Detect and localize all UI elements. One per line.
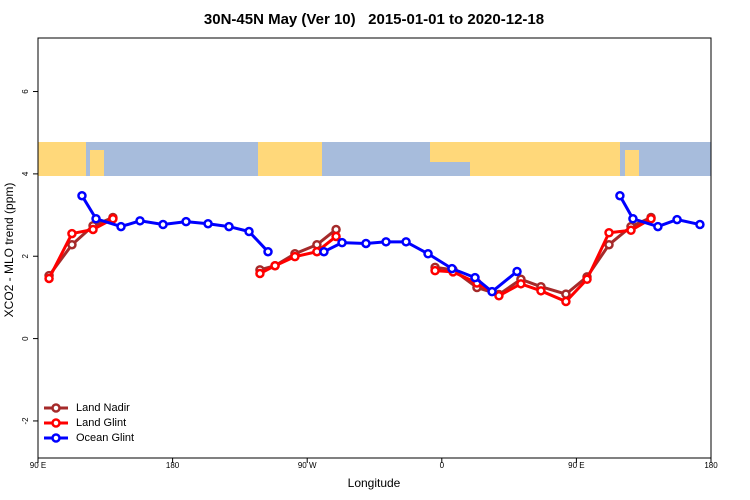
point [582,274,592,285]
point [337,237,347,248]
point [512,266,522,277]
point [470,272,480,283]
x-tick-label: 180 [704,461,718,470]
x-tick-label: 0 [440,461,445,470]
y-tick-label: 4 [21,171,30,176]
point [672,214,682,225]
point [361,238,371,249]
point [604,228,614,238]
land [470,142,620,176]
point [108,214,118,224]
chart-title: 30N-45N May (Ver 10) 2015-01-01 to 2020-… [204,11,544,28]
x-axis-label: Longitude [348,476,401,490]
x-tick-label: 90 E [568,461,584,470]
point [67,239,77,250]
point [67,228,77,239]
point [561,296,571,307]
y-tick-label: -2 [21,417,30,425]
point [626,225,636,236]
point [116,221,126,232]
legend-marker [51,433,61,443]
point [181,216,191,227]
point [244,226,254,237]
point [561,289,571,299]
series-line [47,216,652,297]
point [695,219,705,230]
point [401,237,411,247]
point [653,221,663,232]
point [319,246,329,257]
point [135,216,145,226]
point [430,265,440,276]
point [270,260,280,271]
point [203,218,213,229]
legend-marker [51,418,61,428]
y-tick-label: 2 [21,253,30,258]
map-strip [38,142,711,176]
x-tick-label: 90 W [298,461,317,470]
land [258,142,322,176]
point [255,268,265,279]
land [90,150,104,176]
legend-marker [51,403,61,413]
land [625,150,639,176]
y-tick-label: 6 [21,89,30,94]
point [263,246,273,257]
y-axis-label: XCO2 - MLO trend (ppm) [2,183,16,318]
series-line [47,217,652,304]
legend-label: Land Nadir [76,402,130,414]
point [331,231,341,242]
point [516,279,526,289]
point [423,249,433,259]
y-tick-label: 0 [21,336,30,341]
point [536,286,546,296]
point [646,214,656,224]
point [628,214,638,224]
point [487,286,497,297]
x-tick-label: 90 E [30,461,46,470]
legend-label: Ocean Glint [76,432,134,444]
land [38,142,86,176]
point [224,221,234,232]
point [91,214,101,224]
point [604,239,614,250]
x-tick-label: 180 [166,461,180,470]
point [77,190,87,201]
point [447,263,457,274]
point [615,190,625,201]
land [430,142,470,162]
point [290,251,300,262]
plot-frame [37,37,712,459]
point [494,291,504,301]
point [88,224,98,235]
point [44,273,54,284]
point [381,237,391,247]
legend-label: Land Glint [76,417,126,429]
point [158,219,168,230]
